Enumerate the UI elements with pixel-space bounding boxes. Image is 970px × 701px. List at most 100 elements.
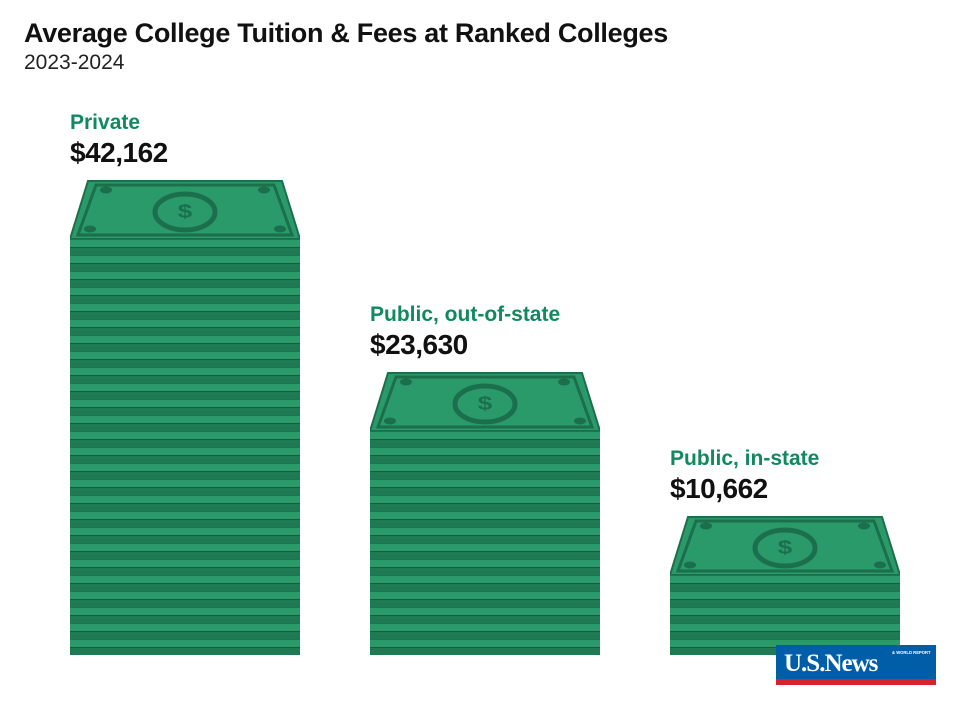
money-layer [370, 511, 600, 519]
money-layer [70, 255, 300, 263]
money-layer [70, 623, 300, 631]
money-layer [370, 551, 600, 559]
money-layer [70, 359, 300, 367]
money-layer [70, 559, 300, 567]
money-layer [370, 535, 600, 543]
money-layer [70, 479, 300, 487]
money-layer [70, 535, 300, 543]
money-layer [70, 335, 300, 343]
chart-column: Public, out-of-state$23,630 $ [370, 303, 610, 655]
money-layer [370, 623, 600, 631]
money-layer [70, 543, 300, 551]
money-layer [370, 599, 600, 607]
money-layer [70, 583, 300, 591]
money-layer [70, 247, 300, 255]
money-stack: $ [670, 515, 900, 655]
money-layer [70, 279, 300, 287]
money-layer [370, 607, 600, 615]
money-layer [70, 295, 300, 303]
column-label: Public, in-state [670, 447, 819, 471]
dollar-bill-icon: $ [670, 515, 900, 575]
money-layer [370, 591, 600, 599]
money-layer [370, 647, 600, 655]
money-layer [70, 399, 300, 407]
money-layer [70, 519, 300, 527]
logo-sub-text: & WORLD REPORT [892, 650, 931, 655]
money-layer [370, 575, 600, 583]
chart-column: Public, in-state$10,662 $ [670, 447, 910, 655]
money-stack-layers [70, 239, 300, 655]
svg-text:$: $ [178, 201, 193, 221]
money-layer [70, 375, 300, 383]
money-layer [70, 527, 300, 535]
money-layer [370, 503, 600, 511]
money-layer [70, 607, 300, 615]
money-layer [370, 527, 600, 535]
money-layer [70, 423, 300, 431]
money-layer [370, 455, 600, 463]
money-layer [70, 503, 300, 511]
money-layer [670, 599, 900, 607]
money-layer [670, 615, 900, 623]
money-layer [70, 431, 300, 439]
column-label: Public, out-of-state [370, 303, 560, 327]
money-layer [70, 343, 300, 351]
header: Average College Tuition & Fees at Ranked… [0, 0, 970, 75]
money-layer [70, 263, 300, 271]
money-layer [370, 463, 600, 471]
money-layer [70, 471, 300, 479]
column-amount: $23,630 [370, 329, 468, 361]
money-layer [70, 415, 300, 423]
money-layer [70, 639, 300, 647]
money-layer [70, 599, 300, 607]
money-layer [370, 615, 600, 623]
money-layer [70, 407, 300, 415]
dollar-bill-icon: $ [70, 179, 300, 239]
money-layer [70, 391, 300, 399]
money-layer [370, 479, 600, 487]
money-layer [70, 447, 300, 455]
chart-column: Private$42,162$ [70, 111, 310, 655]
money-layer [370, 543, 600, 551]
dollar-bill-icon: $ [370, 371, 600, 431]
money-layer [70, 575, 300, 583]
money-layer [70, 439, 300, 447]
money-layer [70, 455, 300, 463]
svg-text:$: $ [778, 537, 793, 557]
column-amount: $10,662 [670, 473, 768, 505]
money-layer [70, 463, 300, 471]
money-layer [70, 367, 300, 375]
money-layer [70, 511, 300, 519]
money-layer [70, 239, 300, 247]
money-layer [370, 559, 600, 567]
money-layer [70, 383, 300, 391]
money-layer [70, 631, 300, 639]
money-layer [370, 447, 600, 455]
money-layer [670, 591, 900, 599]
money-layer [70, 615, 300, 623]
money-layer [70, 351, 300, 359]
money-layer [670, 575, 900, 583]
money-layer [70, 271, 300, 279]
money-layer [70, 303, 300, 311]
money-layer [670, 583, 900, 591]
usnews-logo: U.S.News & WORLD REPORT [776, 645, 936, 687]
money-layer [370, 583, 600, 591]
money-layer [70, 647, 300, 655]
money-stack: $ [370, 371, 600, 655]
money-stack-layers [670, 575, 900, 655]
money-layer [370, 487, 600, 495]
page-subtitle: 2023-2024 [24, 51, 970, 75]
money-layer [370, 439, 600, 447]
money-layer [70, 319, 300, 327]
money-layer [70, 567, 300, 575]
money-layer [370, 471, 600, 479]
money-layer [370, 567, 600, 575]
money-layer [670, 607, 900, 615]
money-layer [370, 631, 600, 639]
chart-area: Private$42,162$Public, out-of-state$23,6… [0, 95, 970, 655]
column-label: Private [70, 111, 140, 135]
logo-brand-text: U.S.News [784, 650, 879, 677]
money-layer [70, 551, 300, 559]
money-layer [70, 327, 300, 335]
